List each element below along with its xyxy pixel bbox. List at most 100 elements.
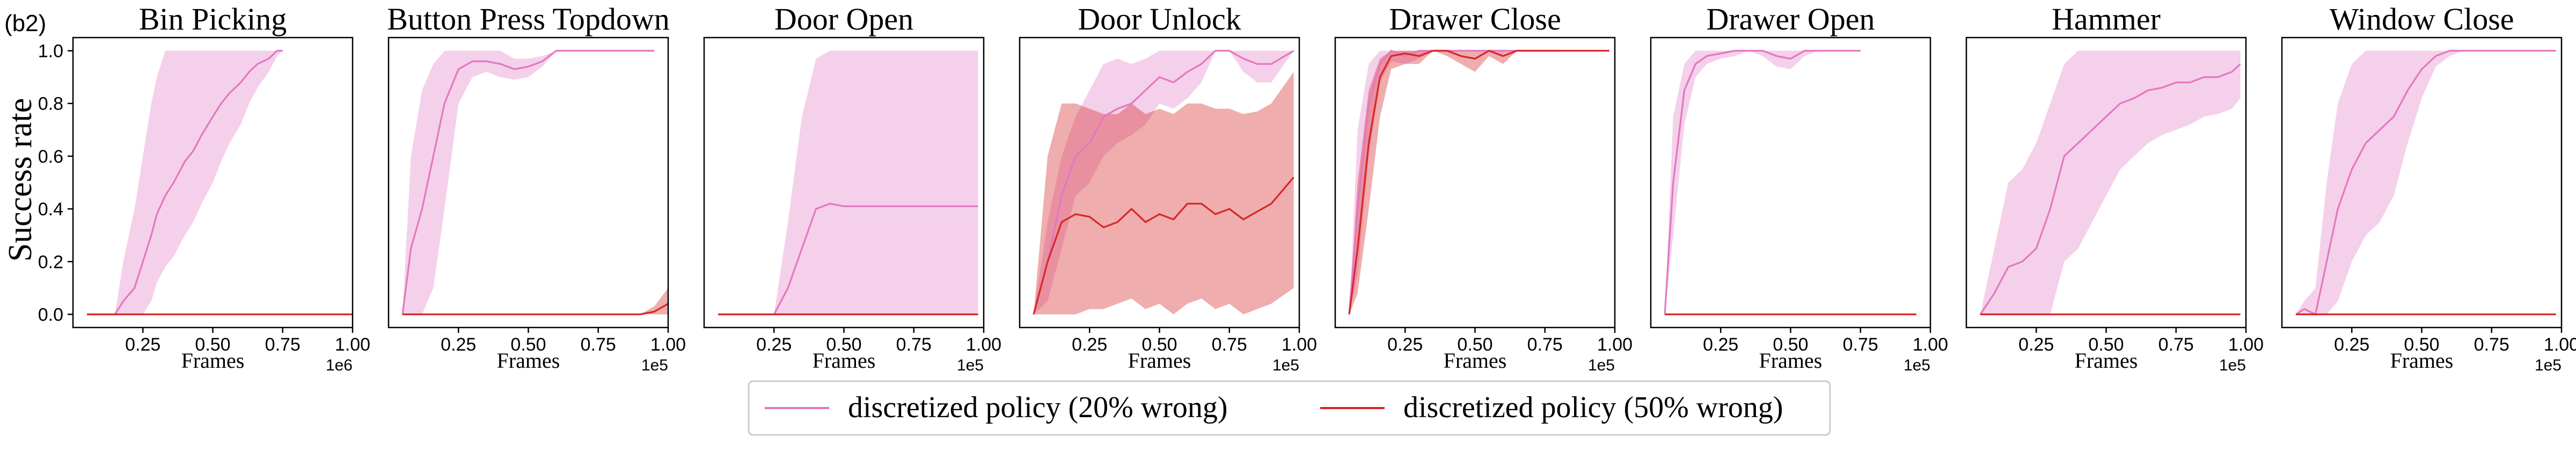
y-tick-label: 1.0 — [38, 41, 63, 62]
legend-label-red: discretized policy (50% wrong) — [1403, 391, 1783, 424]
series-0-line — [401, 49, 654, 315]
x-tick-label: 0.75 — [1527, 334, 1563, 355]
x-tick-label: 1.00 — [1913, 334, 1948, 355]
x-tick-label: 0.50 — [2088, 334, 2124, 355]
legend-box — [748, 380, 1831, 436]
series-0-line — [1033, 49, 1294, 315]
subplot-5: Drawer Open 0.25 0.50 0.75 1.00 Frames 1e5 — [1650, 2, 1948, 374]
x-scale-label: 1e6 — [326, 357, 353, 374]
legend: discretized policy (20% wrong) discretiz… — [748, 380, 1831, 436]
subplot-title: Button Press Topdown — [387, 2, 670, 37]
x-axis-label: Frames — [497, 348, 560, 373]
series-0-confidence-band — [87, 50, 283, 315]
x-tick-label: 1.00 — [650, 334, 686, 355]
x-scale-label: 1e5 — [2535, 357, 2562, 374]
x-scale-label: 1e5 — [1588, 357, 1615, 374]
series-0-line — [1979, 63, 2241, 315]
x-tick-label: 0.75 — [581, 334, 616, 355]
x-axis-label: Frames — [1128, 348, 1191, 373]
figure-label: (b2) — [4, 10, 46, 37]
x-axis-label: Frames — [2075, 348, 2138, 373]
subplot-7: Window Close 0.25 0.50 0.75 1.00 Frames 1e5 — [2281, 2, 2576, 374]
plot-area — [1348, 49, 1609, 315]
x-scale-label: 1e5 — [1904, 357, 1930, 374]
x-axis-label: Frames — [181, 348, 245, 373]
series-1-line — [1033, 177, 1294, 315]
series-1-line — [402, 303, 668, 316]
subplot-0: Bin Picking 0.25 0.50 0.75 1.00 0.0 0.2 0.4 0.6 0… — [38, 2, 370, 374]
y-tick-label: 0.4 — [38, 199, 63, 220]
series-1-confidence-band — [1034, 71, 1294, 315]
legend-label-pink: discretized policy (20% wrong) — [848, 391, 1228, 424]
x-tick-label: 0.25 — [1387, 334, 1423, 355]
x-scale-label: 1e5 — [957, 357, 984, 374]
x-tick-label: 0.75 — [2158, 334, 2194, 355]
x-tick-label: 0.50 — [1457, 334, 1492, 355]
subplot-title: Hammer — [2052, 2, 2161, 37]
x-axis-label: Frames — [813, 348, 876, 373]
x-tick-label: 0.50 — [2404, 334, 2439, 355]
x-scale-label: 1e5 — [2219, 357, 2246, 374]
x-tick-label: 1.00 — [966, 334, 1001, 355]
x-tick-label: 0.25 — [2018, 334, 2054, 355]
x-tick-label: 0.75 — [1843, 334, 1878, 355]
y-tick-label: 0.8 — [38, 94, 63, 114]
x-axis-label: Frames — [1759, 348, 1823, 373]
x-tick-label: 0.25 — [756, 334, 792, 355]
x-tick-label: 1.00 — [2228, 334, 2264, 355]
series-0-confidence-band — [1665, 50, 1861, 315]
x-tick-label: 1.00 — [1282, 334, 1317, 355]
plot-area — [401, 49, 668, 316]
plot-area — [87, 49, 353, 316]
series-0-confidence-band — [718, 50, 978, 315]
x-tick-label: 0.75 — [896, 334, 932, 355]
series-0-line — [2295, 49, 2556, 316]
plot-area — [1033, 49, 1294, 315]
x-tick-label: 0.75 — [2474, 334, 2509, 355]
subplot-title: Window Close — [2329, 2, 2514, 37]
x-axis-label: Frames — [2390, 348, 2454, 373]
subplot-grid: Bin Picking 0.25 0.50 0.75 1.00 0.0 0.2 0.4 0.6 0… — [38, 2, 2576, 374]
subplot-title: Door Unlock — [1078, 2, 1241, 37]
series-0-confidence-band — [1980, 50, 2241, 315]
x-scale-label: 1e5 — [641, 357, 668, 374]
plot-area — [1979, 50, 2241, 316]
x-tick-label: 0.25 — [441, 334, 476, 355]
x-tick-label: 0.50 — [1773, 334, 1808, 355]
subplot-2: Door Open 0.25 0.50 0.75 1.00 Frames 1e5 — [703, 2, 1001, 374]
plot-area — [718, 50, 978, 316]
x-axis-label: Frames — [1444, 348, 1507, 373]
series-1-line — [1348, 49, 1609, 315]
y-axis-label: Success rate — [2, 98, 39, 262]
plot-area — [2295, 49, 2556, 316]
plot-area — [1664, 49, 1916, 316]
subplot-title: Door Open — [774, 2, 913, 37]
subplot-1: Button Press Topdown 0.25 0.50 0.75 1.00 Fram… — [387, 2, 686, 374]
x-tick-label: 0.75 — [1212, 334, 1247, 355]
x-tick-label: 0.75 — [265, 334, 301, 355]
x-tick-label: 0.50 — [510, 334, 546, 355]
series-0-line — [718, 202, 978, 316]
series-1-confidence-band — [1349, 50, 1609, 315]
y-tick-label: 0.6 — [38, 147, 63, 167]
series-0-confidence-band — [1349, 50, 1559, 315]
x-tick-label: 1.00 — [335, 334, 370, 355]
subplot-title: Drawer Close — [1389, 2, 1561, 37]
subplot-title: Bin Picking — [139, 2, 287, 37]
x-tick-label: 0.50 — [826, 334, 861, 355]
x-tick-label: 0.50 — [1141, 334, 1177, 355]
subplot-title: Drawer Open — [1706, 2, 1875, 37]
x-scale-label: 1e5 — [1272, 357, 1299, 374]
x-tick-label: 0.25 — [1703, 334, 1738, 355]
series-0-confidence-band — [402, 50, 654, 315]
x-tick-label: 0.50 — [195, 334, 230, 355]
subplot-4: Drawer Close 0.25 0.50 0.75 1.00 Frames 1e5 — [1334, 2, 1633, 374]
y-tick-label: 0.0 — [38, 304, 63, 325]
subplot-3: Door Unlock 0.25 0.50 0.75 1.00 Frames 1e5 — [1019, 2, 1317, 374]
series-1-confidence-band — [402, 288, 668, 315]
series-0-confidence-band — [1034, 50, 1294, 315]
y-tick-label: 0.2 — [38, 252, 63, 272]
series-0-confidence-band — [2296, 50, 2556, 315]
series-0-line — [87, 49, 283, 316]
